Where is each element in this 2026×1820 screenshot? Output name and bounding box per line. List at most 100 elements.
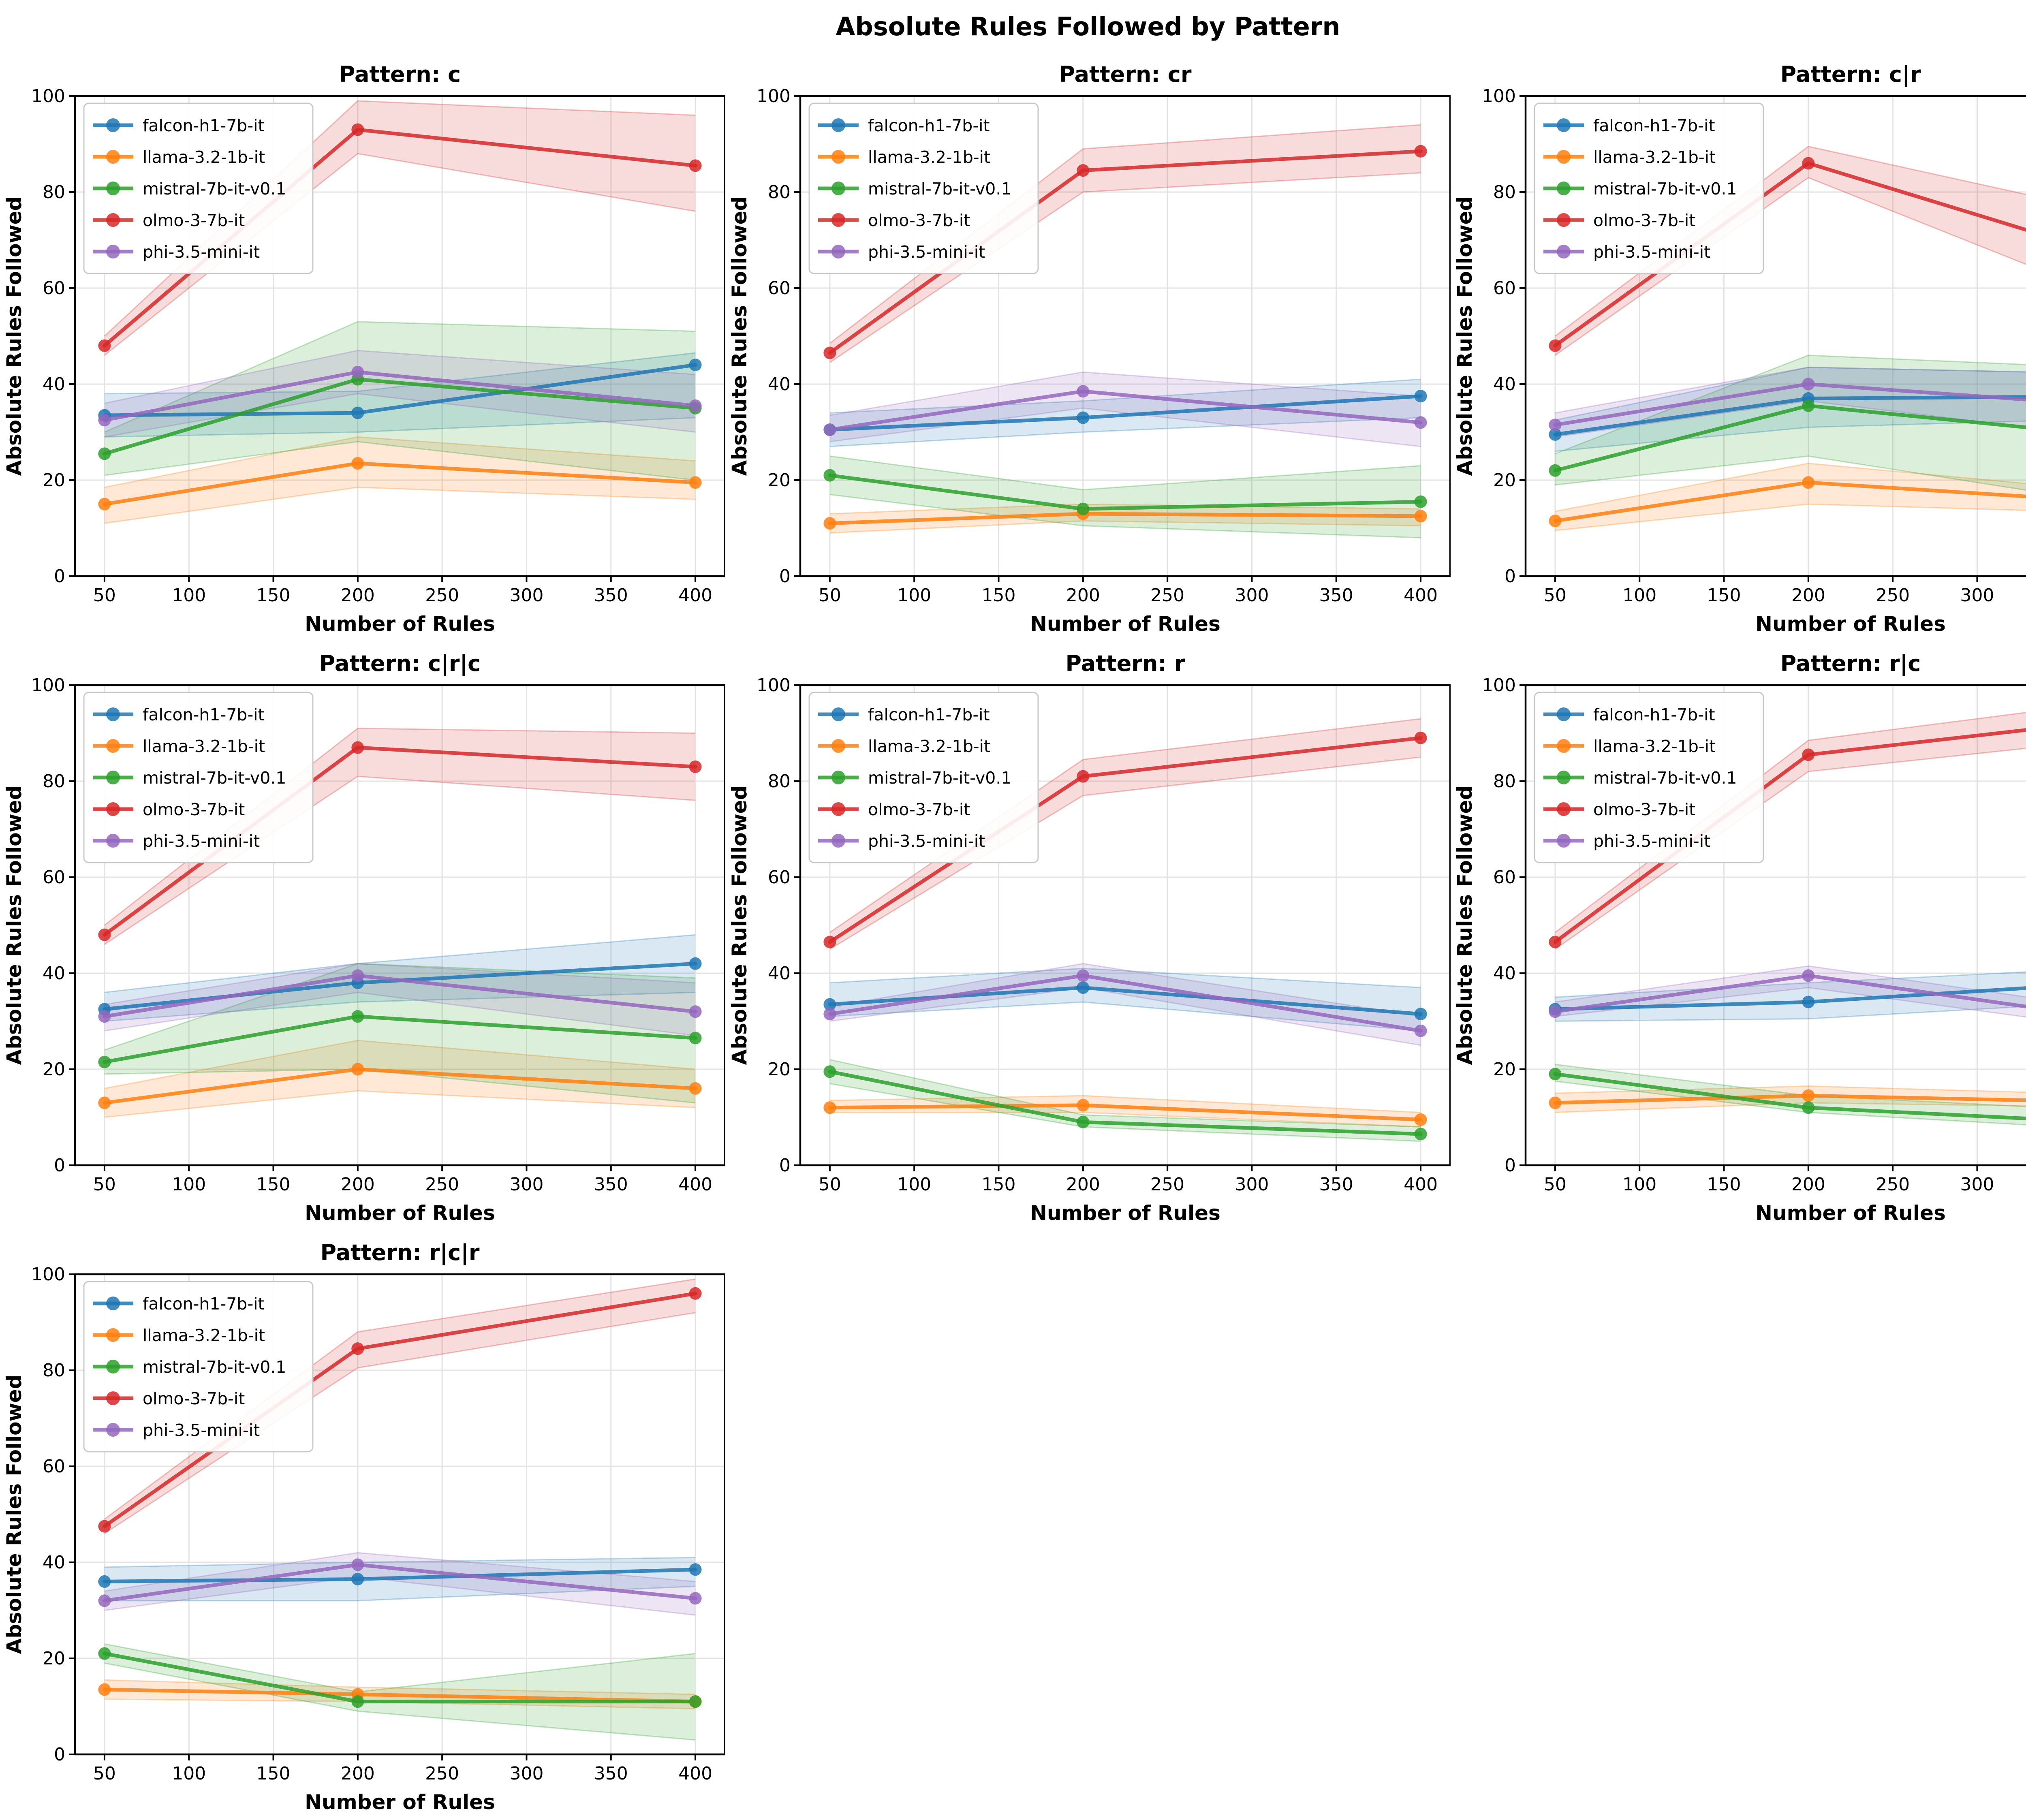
data-point-olmo-3-7b-it-x400 bbox=[1414, 731, 1427, 744]
legend-label-mistral-7b-it-v0.1: mistral-7b-it-v0.1 bbox=[143, 768, 286, 788]
data-point-falcon-h1-7b-it-x50 bbox=[98, 1575, 111, 1588]
y-tick-label: 40 bbox=[768, 963, 791, 984]
band-edge-low-mistral-7b-it-v0.1 bbox=[104, 1662, 696, 1741]
x-tick-label: 300 bbox=[1960, 585, 1994, 606]
confidence-band-phi-3.5-mini-it bbox=[829, 372, 1421, 447]
panel-pattern-c-r-c: 50 100 150 200 250 300 350 400 0 20 40 60 80 100 Patte… bbox=[2, 651, 725, 1225]
x-tick-label: 200 bbox=[1066, 1174, 1100, 1195]
x-tick-label: 400 bbox=[678, 585, 712, 606]
data-point-phi-3.5-mini-it-x200 bbox=[1802, 378, 1815, 391]
y-axis-label: Absolute Rules Followed bbox=[1453, 197, 1477, 476]
y-tick-label: 100 bbox=[31, 675, 65, 696]
data-point-phi-3.5-mini-it-x400 bbox=[1414, 416, 1427, 429]
y-axis-label: Absolute Rules Followed bbox=[2, 786, 26, 1065]
data-point-llama-3.2-1b-it-x200 bbox=[1802, 476, 1815, 489]
panel-pattern-r: 50 100 150 200 250 300 350 400 0 20 40 60 80 100 Patte… bbox=[728, 651, 1451, 1225]
panel-pattern-r-c-r: 50 100 150 200 250 300 350 400 0 20 40 60 80 100 Patte… bbox=[2, 1240, 725, 1814]
legend-marker-phi-3.5-mini-it bbox=[1557, 834, 1571, 848]
data-point-mistral-7b-it-v0.1-x50 bbox=[98, 447, 111, 460]
empty-cell bbox=[1451, 1231, 2026, 1820]
data-point-llama-3.2-1b-it-x50 bbox=[1549, 515, 1562, 528]
confidence-band-falcon-h1-7b-it bbox=[829, 379, 1421, 447]
data-point-llama-3.2-1b-it-x50 bbox=[98, 1683, 111, 1696]
data-point-falcon-h1-7b-it-x200 bbox=[1077, 411, 1090, 424]
legend-marker-phi-3.5-mini-it bbox=[106, 834, 120, 848]
x-tick-label: 200 bbox=[341, 1174, 375, 1195]
legend-marker-llama-3.2-1b-it bbox=[1557, 150, 1571, 164]
data-point-llama-3.2-1b-it-x50 bbox=[98, 498, 111, 511]
data-point-llama-3.2-1b-it-x50 bbox=[823, 517, 836, 530]
x-tick-label: 250 bbox=[1150, 585, 1184, 606]
x-axis-label: Number of Rules bbox=[1755, 1201, 1946, 1225]
data-point-phi-3.5-mini-it-x50 bbox=[98, 414, 111, 427]
legend-label-mistral-7b-it-v0.1: mistral-7b-it-v0.1 bbox=[1593, 768, 1737, 788]
x-tick-label: 300 bbox=[1235, 585, 1269, 606]
legend-marker-phi-3.5-mini-it bbox=[106, 1423, 120, 1437]
y-axis-label: Absolute Rules Followed bbox=[1453, 786, 1477, 1065]
data-point-mistral-7b-it-v0.1-x50 bbox=[98, 1055, 111, 1068]
y-tick-label: 0 bbox=[1505, 566, 1516, 587]
y-tick-label: 0 bbox=[54, 1744, 65, 1765]
x-tick-label: 50 bbox=[819, 585, 841, 606]
y-tick-label: 60 bbox=[43, 278, 65, 299]
data-point-olmo-3-7b-it-x50 bbox=[98, 928, 111, 941]
figure-title: Absolute Rules Followed by Pattern bbox=[836, 11, 1340, 41]
data-point-mistral-7b-it-v0.1-x400 bbox=[689, 1032, 702, 1045]
y-tick-label: 0 bbox=[779, 566, 791, 587]
panel-title: Pattern: r bbox=[1066, 651, 1185, 676]
data-point-llama-3.2-1b-it-x50 bbox=[823, 1101, 836, 1114]
legend-box bbox=[808, 692, 1039, 863]
x-tick-label: 400 bbox=[1404, 585, 1438, 606]
data-point-falcon-h1-7b-it-x200 bbox=[1802, 995, 1815, 1008]
legend-label-falcon-h1-7b-it: falcon-h1-7b-it bbox=[1593, 705, 1715, 724]
data-point-llama-3.2-1b-it-x400 bbox=[1414, 1113, 1427, 1126]
legend-box bbox=[83, 692, 314, 863]
band-edge-high-olmo-3-7b-it bbox=[829, 124, 1421, 344]
data-point-falcon-h1-7b-it-x200 bbox=[351, 1572, 364, 1585]
legend-box bbox=[808, 103, 1039, 274]
x-tick-label: 300 bbox=[1960, 1174, 1994, 1195]
band-edge-high-phi-3.5-mini-it bbox=[104, 350, 696, 404]
data-point-falcon-h1-7b-it-x50 bbox=[823, 998, 836, 1011]
band-edge-low-mistral-7b-it-v0.1 bbox=[104, 441, 696, 481]
legend-label-falcon-h1-7b-it: falcon-h1-7b-it bbox=[1593, 116, 1715, 135]
data-point-phi-3.5-mini-it-x50 bbox=[98, 1010, 111, 1023]
band-edge-low-llama-3.2-1b-it bbox=[104, 1090, 696, 1118]
data-point-llama-3.2-1b-it-x50 bbox=[98, 1096, 111, 1109]
subplot-cell-pattern-cr: 50 100 150 200 250 300 350 400 0 20 40 60 80 100 Patte… bbox=[725, 53, 1451, 642]
band-edge-low-mistral-7b-it-v0.1 bbox=[829, 494, 1421, 538]
y-tick-label: 80 bbox=[43, 182, 65, 203]
x-tick-label: 300 bbox=[509, 1174, 543, 1195]
y-tick-label: 20 bbox=[43, 470, 65, 491]
data-point-mistral-7b-it-v0.1-x50 bbox=[823, 1065, 836, 1078]
band-edge-low-olmo-3-7b-it bbox=[104, 153, 696, 356]
y-tick-label: 20 bbox=[43, 1648, 65, 1669]
data-point-falcon-h1-7b-it-x400 bbox=[689, 1563, 702, 1576]
band-edge-low-falcon-h1-7b-it bbox=[1555, 1006, 2026, 1022]
band-edge-high-falcon-h1-7b-it bbox=[104, 934, 696, 993]
confidence-band-falcon-h1-7b-it bbox=[104, 935, 696, 1021]
y-tick-label: 60 bbox=[768, 867, 791, 888]
legend-label-phi-3.5-mini-it: phi-3.5-mini-it bbox=[868, 831, 985, 851]
legend-marker-llama-3.2-1b-it bbox=[106, 1328, 120, 1342]
y-tick-label: 100 bbox=[1482, 86, 1516, 107]
axes-spines bbox=[1524, 684, 2026, 1166]
data-point-mistral-7b-it-v0.1-x50 bbox=[823, 469, 836, 482]
legend-marker-falcon-h1-7b-it bbox=[106, 118, 120, 132]
confidence-band-mistral-7b-it-v0.1 bbox=[104, 321, 696, 480]
band-edge-high-llama-3.2-1b-it bbox=[1555, 463, 2026, 512]
x-tick-label: 250 bbox=[1876, 585, 1910, 606]
data-point-olmo-3-7b-it-x400 bbox=[689, 760, 702, 773]
data-point-falcon-h1-7b-it-x200 bbox=[1077, 981, 1090, 994]
legend-label-phi-3.5-mini-it: phi-3.5-mini-it bbox=[143, 831, 260, 851]
legend-label-olmo-3-7b-it: olmo-3-7b-it bbox=[143, 800, 245, 819]
data-point-phi-3.5-mini-it-x400 bbox=[689, 1592, 702, 1605]
panel-title: Pattern: r|c bbox=[1780, 651, 1921, 676]
legend-marker-llama-3.2-1b-it bbox=[106, 150, 120, 164]
data-point-olmo-3-7b-it-x50 bbox=[1549, 936, 1562, 948]
confidence-band-falcon-h1-7b-it bbox=[829, 968, 1421, 1031]
x-tick-label: 100 bbox=[1622, 1174, 1656, 1195]
legend-label-llama-3.2-1b-it: llama-3.2-1b-it bbox=[143, 737, 265, 756]
band-edge-low-llama-3.2-1b-it bbox=[104, 487, 696, 524]
legend-label-llama-3.2-1b-it: llama-3.2-1b-it bbox=[868, 737, 990, 756]
